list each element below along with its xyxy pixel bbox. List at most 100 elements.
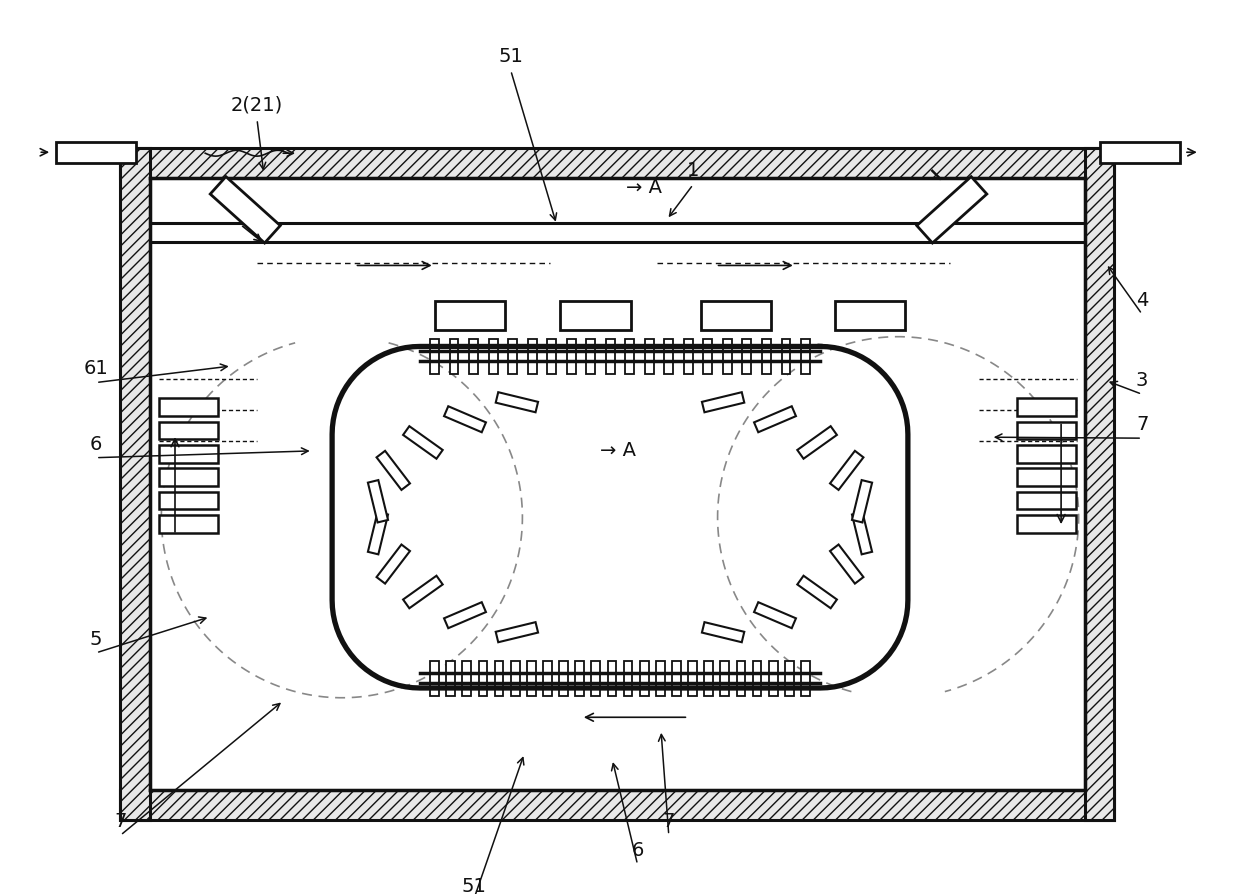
Polygon shape	[763, 339, 771, 374]
Polygon shape	[430, 661, 439, 696]
Polygon shape	[368, 480, 388, 522]
Polygon shape	[430, 339, 439, 374]
Bar	[160, 492, 218, 510]
Polygon shape	[723, 339, 732, 374]
Polygon shape	[444, 406, 486, 432]
Polygon shape	[737, 661, 745, 696]
Polygon shape	[645, 339, 653, 374]
Polygon shape	[403, 426, 443, 459]
Polygon shape	[575, 661, 584, 696]
Polygon shape	[830, 451, 863, 490]
Bar	[120, 148, 150, 820]
Bar	[1085, 148, 1114, 820]
Text: 51: 51	[461, 877, 486, 894]
Polygon shape	[754, 603, 796, 628]
Text: 3: 3	[1136, 371, 1148, 390]
Polygon shape	[368, 512, 388, 554]
Polygon shape	[704, 661, 713, 696]
Bar	[160, 398, 218, 416]
Text: 6: 6	[89, 434, 102, 453]
Polygon shape	[489, 339, 497, 374]
Polygon shape	[702, 392, 744, 412]
Polygon shape	[624, 661, 632, 696]
Text: 6: 6	[631, 841, 644, 860]
Bar	[160, 445, 218, 462]
Polygon shape	[450, 339, 459, 374]
Bar	[434, 300, 505, 330]
Bar	[1100, 141, 1180, 163]
Polygon shape	[702, 622, 744, 642]
Bar	[1017, 398, 1076, 416]
Polygon shape	[688, 661, 697, 696]
Polygon shape	[511, 661, 520, 696]
Polygon shape	[703, 339, 712, 374]
Polygon shape	[495, 661, 503, 696]
Polygon shape	[801, 661, 810, 696]
Polygon shape	[528, 339, 537, 374]
Bar	[1017, 492, 1076, 510]
Bar	[120, 148, 1114, 178]
Polygon shape	[547, 339, 556, 374]
Polygon shape	[753, 661, 761, 696]
Bar	[1017, 468, 1076, 486]
Polygon shape	[543, 661, 552, 696]
Polygon shape	[916, 177, 987, 243]
Polygon shape	[377, 451, 410, 490]
Bar	[1017, 515, 1076, 533]
Polygon shape	[508, 339, 517, 374]
Text: 51: 51	[498, 47, 523, 66]
Polygon shape	[797, 426, 837, 459]
Bar	[120, 790, 1114, 820]
Polygon shape	[625, 339, 634, 374]
Bar	[701, 300, 771, 330]
Polygon shape	[446, 661, 455, 696]
Polygon shape	[444, 603, 486, 628]
Polygon shape	[769, 661, 777, 696]
Polygon shape	[527, 661, 536, 696]
Polygon shape	[852, 480, 872, 522]
Polygon shape	[608, 661, 616, 696]
Polygon shape	[665, 339, 673, 374]
Polygon shape	[781, 339, 790, 374]
Bar	[835, 300, 905, 330]
Text: 4: 4	[1136, 291, 1148, 310]
Polygon shape	[567, 339, 575, 374]
Polygon shape	[797, 576, 837, 608]
Text: → A: → A	[626, 178, 662, 197]
Text: 61: 61	[83, 359, 108, 378]
Polygon shape	[559, 661, 568, 696]
Polygon shape	[656, 661, 665, 696]
Bar	[56, 141, 136, 163]
Polygon shape	[785, 661, 794, 696]
Polygon shape	[496, 392, 538, 412]
Text: 1: 1	[687, 161, 699, 181]
Polygon shape	[211, 177, 280, 243]
Bar	[560, 300, 631, 330]
Polygon shape	[496, 622, 538, 642]
Text: 2(21): 2(21)	[231, 96, 283, 115]
Polygon shape	[801, 339, 810, 374]
Text: → A: → A	[600, 442, 636, 460]
Polygon shape	[852, 512, 872, 554]
Polygon shape	[754, 406, 796, 432]
Text: 7: 7	[114, 812, 126, 831]
Polygon shape	[469, 339, 477, 374]
Polygon shape	[377, 544, 410, 584]
Bar	[1017, 422, 1076, 439]
Bar	[1017, 445, 1076, 462]
Polygon shape	[403, 576, 443, 608]
Polygon shape	[830, 544, 863, 584]
Text: 7: 7	[1136, 415, 1148, 434]
Polygon shape	[463, 661, 471, 696]
Bar	[160, 515, 218, 533]
Text: 5: 5	[89, 629, 102, 649]
Polygon shape	[606, 339, 615, 374]
Polygon shape	[743, 339, 751, 374]
Text: 7: 7	[662, 812, 675, 831]
Polygon shape	[479, 661, 487, 696]
Bar	[160, 422, 218, 439]
Polygon shape	[672, 661, 681, 696]
Polygon shape	[640, 661, 649, 696]
Bar	[160, 468, 218, 486]
Polygon shape	[720, 661, 729, 696]
